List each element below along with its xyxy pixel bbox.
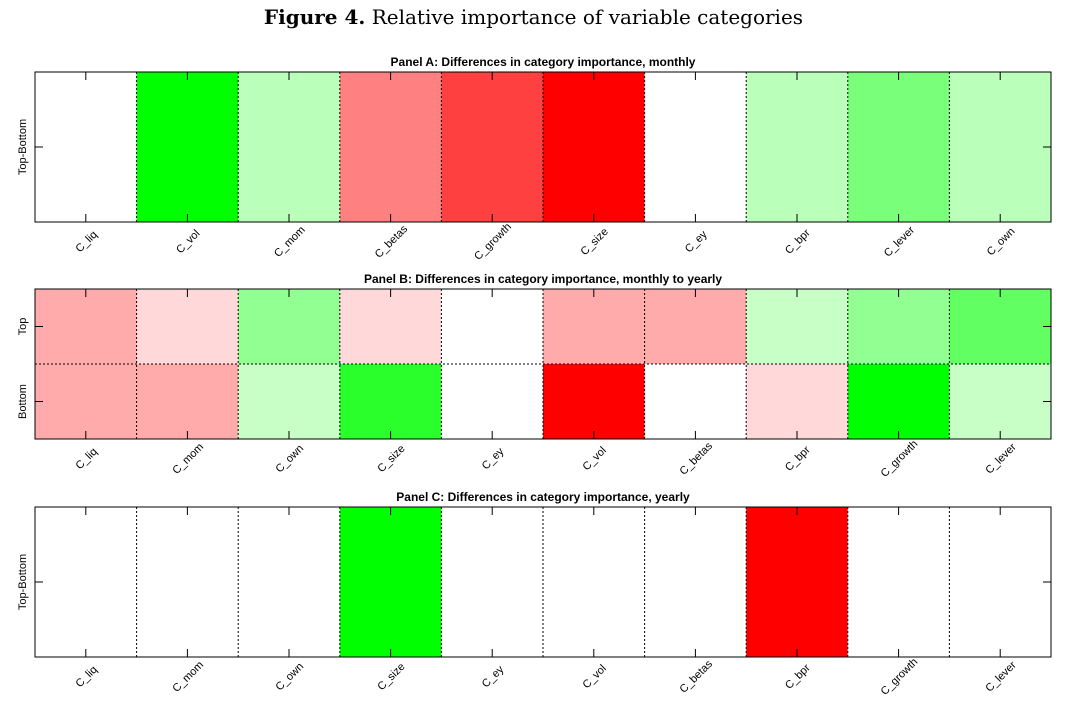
figure-title: Figure 4. Relative importance of variabl… — [0, 5, 1067, 29]
panel-title: Panel C: Differences in category importa… — [396, 490, 690, 504]
heatmap-cell — [441, 72, 543, 222]
heatmap-cell — [35, 289, 137, 364]
y-tick-label: Bottom — [17, 384, 29, 419]
x-tick-label: C_lever — [882, 224, 918, 260]
x-tick-label: C_mom — [272, 224, 308, 260]
heatmap-cell — [644, 289, 747, 364]
x-tick-label: C_vol — [580, 663, 608, 691]
x-tick-label: C_betas — [373, 223, 411, 261]
heatmap-cell — [339, 289, 442, 364]
x-tick-label: C_betas — [678, 658, 716, 696]
heatmap-cell — [441, 507, 543, 657]
panel-3: Panel C: Differences in category importa… — [17, 490, 1052, 698]
heatmap-cell — [949, 289, 1051, 364]
x-tick-label: C_ey — [480, 663, 507, 690]
heatmap-cell — [136, 289, 239, 364]
heatmap-cell — [238, 72, 340, 222]
x-tick-label: C_bpr — [783, 227, 813, 257]
heatmap-cell — [644, 364, 747, 439]
heatmap-cell — [746, 364, 848, 439]
y-tick-label: Top — [17, 318, 29, 336]
heatmap-cell — [238, 364, 340, 439]
heatmap-cell — [847, 289, 950, 364]
heatmap-cell — [136, 72, 239, 222]
y-tick-label: Top-Bottom — [17, 554, 29, 610]
heatmap-cell — [847, 364, 950, 439]
heatmap-cell — [339, 364, 442, 439]
heatmap-cell — [339, 72, 442, 222]
heatmap-cell — [644, 72, 747, 222]
heatmap-cell — [543, 289, 645, 364]
x-tick-label: C_lever — [983, 441, 1019, 477]
heatmap-cell — [35, 507, 137, 657]
x-tick-label: C_lever — [983, 659, 1019, 695]
heatmap-cell — [949, 364, 1051, 439]
x-tick-label: C_growth — [879, 656, 921, 698]
heatmap-cell — [136, 364, 239, 439]
x-tick-label: C_own — [985, 226, 1018, 259]
x-tick-label: C_own — [274, 443, 307, 476]
heatmap-cell — [238, 507, 340, 657]
x-tick-label: C_liq — [74, 446, 100, 472]
x-tick-label: C_growth — [879, 438, 921, 480]
heatmap-cell — [746, 507, 848, 657]
heatmap-cell — [644, 507, 747, 657]
heatmap-cell — [543, 507, 645, 657]
x-tick-label: C_own — [274, 661, 307, 694]
heatmap-cell — [746, 289, 848, 364]
x-tick-label: C_growth — [472, 221, 514, 263]
x-tick-label: C_bpr — [783, 662, 813, 692]
panel-frame — [34, 288, 1052, 440]
heatmap-cell — [35, 364, 137, 439]
y-tick-label: Top-Bottom — [17, 119, 29, 175]
figure-title-text: Relative importance of variable categori… — [371, 5, 804, 29]
x-tick-label: C_mom — [170, 659, 206, 695]
x-tick-label: C_vol — [580, 445, 608, 473]
heatmap-cell — [441, 289, 543, 364]
heatmap-cell — [238, 289, 340, 364]
panel-1: Panel A: Differences in category importa… — [17, 55, 1052, 263]
x-tick-label: C_betas — [678, 440, 716, 478]
heatmap-cell — [949, 72, 1051, 222]
x-tick-label: C_size — [375, 661, 407, 693]
figure-label: Figure 4. — [263, 5, 366, 29]
heatmap-cell — [543, 364, 645, 439]
panel-title: Panel B: Differences in category importa… — [364, 272, 722, 286]
panel-2: Panel B: Differences in category importa… — [17, 272, 1052, 480]
heatmap-cell — [35, 72, 137, 222]
x-tick-label: C_vol — [174, 228, 202, 256]
x-tick-label: C_ey — [683, 228, 710, 255]
x-tick-label: C_size — [579, 226, 611, 258]
heatmap-cell — [746, 72, 848, 222]
x-tick-label: C_liq — [74, 229, 100, 255]
panel-title: Panel A: Differences in category importa… — [391, 55, 696, 69]
heatmap-cell — [339, 507, 442, 657]
heatmap-cell — [441, 364, 543, 439]
heatmap-cell — [847, 507, 950, 657]
heatmap-cell — [543, 72, 645, 222]
heatmap-cell — [136, 507, 239, 657]
x-tick-label: C_mom — [170, 441, 206, 477]
heatmap-cell — [847, 72, 950, 222]
heatmap-cell — [949, 507, 1051, 657]
x-tick-label: C_liq — [74, 664, 100, 690]
x-tick-label: C_ey — [480, 445, 507, 472]
x-tick-label: C_bpr — [783, 444, 813, 474]
x-tick-label: C_size — [375, 443, 407, 475]
